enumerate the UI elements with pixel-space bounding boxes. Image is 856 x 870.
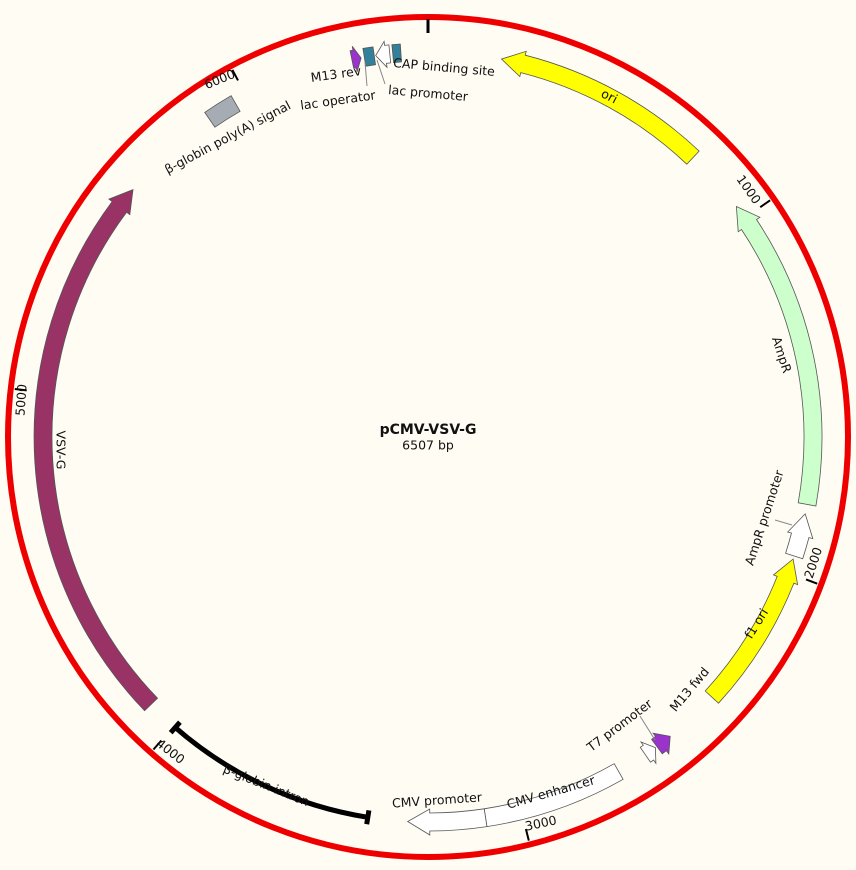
label-beta-globin-intron: β-globin intron: [221, 761, 312, 809]
label-m13-fwd: M13 fwd: [666, 664, 712, 714]
tick-1000: [759, 199, 771, 208]
label-cmv-promoter: CMV promoter: [391, 789, 483, 810]
leader-lac-operator: [364, 61, 368, 87]
feature-globin-poly-a-signal[interactable]: [204, 95, 241, 128]
feature-lac-operator[interactable]: [362, 46, 376, 67]
tick-6000: [231, 69, 239, 81]
label-lac-operator: lac operator: [299, 87, 377, 113]
tick-4000: [152, 739, 163, 751]
feature-cap-binding-site[interactable]: [391, 43, 402, 64]
plasmid-backbone: [5, 14, 851, 860]
feature-lac-promoter[interactable]: [375, 40, 392, 69]
leader-lac-promoter: [376, 59, 386, 85]
feature-ampr-promoter[interactable]: [785, 513, 814, 560]
feature-globin-intron[interactable]: [168, 720, 372, 825]
feature-f1-ori[interactable]: [704, 558, 799, 704]
plasmid-name: pCMV-VSV-G: [380, 422, 477, 438]
tick-label-3000: 3000: [524, 812, 558, 833]
leader-t7-promoter: [639, 715, 656, 741]
label-vsv-g: VSV-G: [54, 431, 69, 470]
label-ori: ori: [599, 86, 620, 107]
tick-2000: [805, 578, 818, 585]
tick-label-5000: 5000: [12, 383, 29, 416]
feature-m13-rev[interactable]: [349, 46, 362, 72]
label-m13-rev: M13 rev: [310, 63, 363, 85]
label-ampr-promoter: AmpR promoter: [742, 467, 787, 567]
feature-vsv-g[interactable]: [33, 188, 159, 712]
tick-5000: [14, 388, 27, 392]
plasmid-length: 6507 bp: [402, 438, 454, 453]
leader-ampr-promoter: [774, 519, 793, 526]
feature-m13-fwd[interactable]: [651, 732, 671, 755]
feature-t7-promoter[interactable]: [639, 741, 657, 765]
tick-label-6000: 6000: [202, 66, 237, 92]
feature-ampr[interactable]: [735, 205, 823, 507]
tick-3000: [524, 828, 530, 841]
label-cap-binding-site: CAP binding site: [393, 55, 496, 79]
feature-cmv-promoter[interactable]: [406, 808, 488, 836]
feature-ori[interactable]: [500, 50, 700, 165]
label-lac-promoter: lac promoter: [388, 82, 470, 104]
